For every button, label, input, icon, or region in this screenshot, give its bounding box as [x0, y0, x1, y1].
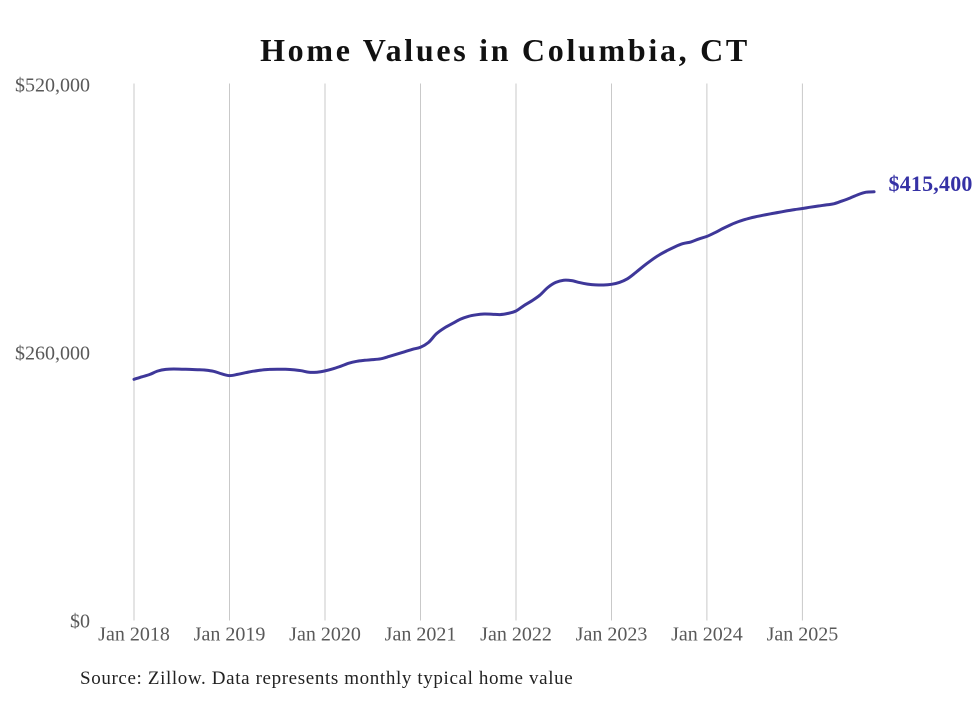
svg-text:$0: $0 — [70, 611, 90, 633]
svg-text:Source: Zillow. Data represent: Source: Zillow. Data represents monthly … — [80, 668, 573, 689]
svg-text:$260,000: $260,000 — [15, 343, 90, 365]
svg-text:Jan 2023: Jan 2023 — [576, 624, 648, 646]
svg-text:Home Values in Columbia, CT: Home Values in Columbia, CT — [260, 32, 750, 68]
svg-text:Jan 2021: Jan 2021 — [385, 624, 457, 646]
svg-text:$415,400: $415,400 — [889, 171, 973, 196]
svg-text:$520,000: $520,000 — [15, 75, 90, 97]
svg-text:Jan 2019: Jan 2019 — [194, 624, 266, 646]
svg-text:Jan 2022: Jan 2022 — [480, 624, 552, 646]
svg-text:Jan 2024: Jan 2024 — [671, 624, 743, 646]
svg-text:Jan 2018: Jan 2018 — [98, 624, 170, 646]
svg-text:Jan 2025: Jan 2025 — [767, 624, 839, 646]
svg-text:Jan 2020: Jan 2020 — [289, 624, 361, 646]
